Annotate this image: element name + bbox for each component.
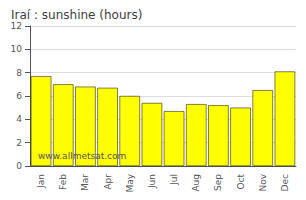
svg-text:Iraí : sunshine (hours): Iraí : sunshine (hours) <box>11 8 142 22</box>
svg-text:Jun: Jun <box>147 174 157 189</box>
svg-text:Apr: Apr <box>103 174 113 190</box>
svg-text:4: 4 <box>16 114 22 124</box>
svg-text:8: 8 <box>16 68 22 78</box>
svg-text:2: 2 <box>16 138 22 148</box>
svg-text:Mar: Mar <box>80 174 90 191</box>
svg-text:Jan: Jan <box>36 174 46 189</box>
svg-text:Jul: Jul <box>169 174 179 186</box>
svg-text:0: 0 <box>16 161 22 171</box>
svg-text:www.allmetsat.com: www.allmetsat.com <box>38 151 126 161</box>
svg-text:10: 10 <box>11 44 23 54</box>
svg-text:Aug: Aug <box>191 174 201 192</box>
svg-text:May: May <box>125 173 135 192</box>
svg-text:Dec: Dec <box>280 174 290 191</box>
svg-text:Sep: Sep <box>213 174 223 191</box>
svg-text:Nov: Nov <box>258 173 268 191</box>
svg-text:6: 6 <box>16 91 22 101</box>
svg-text:Feb: Feb <box>58 174 68 190</box>
svg-text:12: 12 <box>11 21 22 31</box>
svg-text:Oct: Oct <box>236 174 246 190</box>
